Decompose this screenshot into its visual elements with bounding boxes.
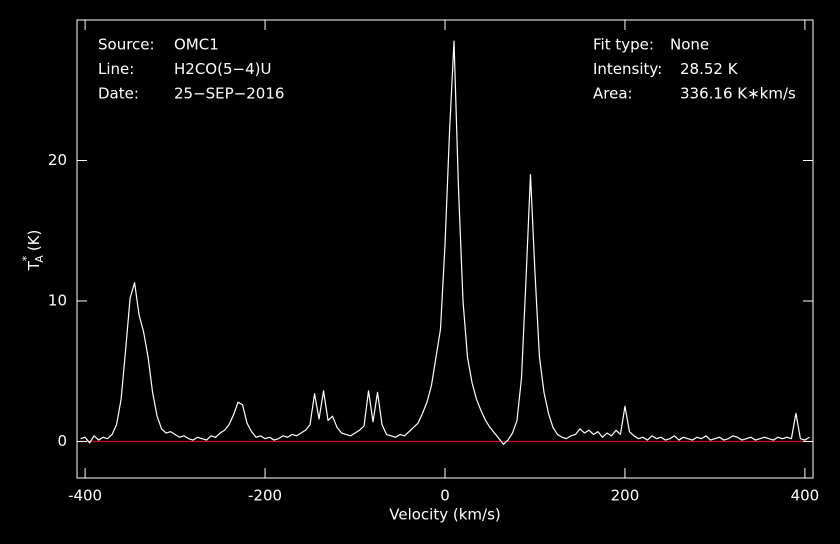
info-value: OMC1	[174, 36, 219, 54]
x-tick-label: 0	[440, 487, 450, 505]
info-label: Date:	[98, 85, 139, 103]
y-label-sup: *	[20, 255, 33, 261]
info-value: 28.52 K	[680, 60, 739, 78]
info-label: Line:	[98, 60, 134, 78]
info-label: Intensity:	[593, 60, 662, 78]
info-label: Fit type:	[593, 36, 654, 54]
info-value: 25−SEP−2016	[174, 85, 284, 103]
spectrum-line	[80, 40, 810, 445]
y-axis-label: T*A (K)	[20, 230, 46, 272]
x-tick-label: -200	[248, 487, 282, 505]
y-tick-label: 0	[57, 432, 67, 450]
y-label-base: T	[25, 260, 43, 271]
x-tick-label: 400	[791, 487, 820, 505]
info-value: None	[670, 36, 709, 54]
y-tick-label: 10	[48, 291, 67, 309]
x-axis-label: Velocity (km/s)	[389, 506, 500, 524]
info-label: Source:	[98, 36, 155, 54]
y-tick-label: 20	[48, 151, 67, 169]
info-value: 336.16 K∗km/s	[680, 85, 796, 103]
info-label: Area:	[593, 85, 633, 103]
y-label-unit: (K)	[25, 230, 43, 252]
x-tick-label: -400	[68, 487, 102, 505]
x-tick-label: 200	[611, 487, 640, 505]
info-value: H2CO(5−4)U	[174, 60, 271, 78]
y-label-sub: A	[33, 255, 46, 263]
